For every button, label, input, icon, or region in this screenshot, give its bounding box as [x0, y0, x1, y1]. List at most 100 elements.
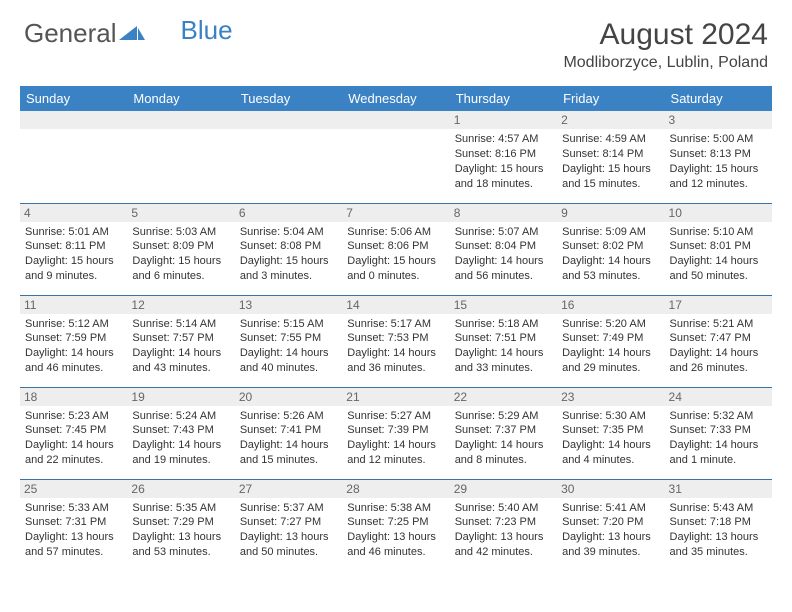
calendar-day-cell: 10 Sunrise: 5:10 AMSunset: 8:01 PMDayligh…	[665, 203, 772, 295]
day-info: Sunrise: 5:37 AMSunset: 7:27 PMDaylight:…	[240, 501, 337, 560]
title-block: August 2024 Modliborzyce, Lublin, Poland	[563, 18, 768, 72]
calendar-day-cell: 7Sunrise: 5:06 AMSunset: 8:06 PMDaylight…	[342, 203, 449, 295]
weekday-header: Thursday	[450, 86, 557, 111]
day-number: 6	[235, 204, 342, 222]
logo-text-2: Blue	[181, 15, 233, 46]
day-number: 3	[665, 111, 772, 129]
day-number: 28	[342, 480, 449, 498]
day-info: Sunrise: 5:35 AMSunset: 7:29 PMDaylight:…	[132, 501, 229, 560]
day-number-empty	[20, 111, 127, 129]
day-number: 24	[665, 388, 772, 406]
calendar-day-cell: 30 Sunrise: 5:41 AMSunset: 7:20 PMDayligh…	[557, 479, 664, 571]
weekday-header: Saturday	[665, 86, 772, 111]
day-info: Sunrise: 5:33 AMSunset: 7:31 PMDaylight:…	[25, 501, 122, 560]
day-info: Sunrise: 5:30 AMSunset: 7:35 PMDaylight:…	[562, 409, 659, 468]
calendar-day-cell: 27 Sunrise: 5:37 AMSunset: 7:27 PMDayligh…	[235, 479, 342, 571]
calendar-empty-cell	[342, 111, 449, 203]
day-info: Sunrise: 5:15 AMSunset: 7:55 PMDaylight:…	[240, 317, 337, 376]
day-info: Sunrise: 5:10 AMSunset: 8:01 PMDaylight:…	[670, 225, 767, 284]
day-number: 29	[450, 480, 557, 498]
day-number: 12	[127, 296, 234, 314]
day-info: Sunrise: 5:00 AMSunset: 8:13 PMDaylight:…	[670, 132, 767, 191]
day-number: 20	[235, 388, 342, 406]
calendar-day-cell: 23 Sunrise: 5:30 AMSunset: 7:35 PMDayligh…	[557, 387, 664, 479]
day-info: Sunrise: 5:26 AMSunset: 7:41 PMDaylight:…	[240, 409, 337, 468]
calendar-day-cell: 4Sunrise: 5:01 AMSunset: 8:11 PMDaylight…	[20, 203, 127, 295]
day-info: Sunrise: 5:12 AMSunset: 7:59 PMDaylight:…	[25, 317, 122, 376]
day-number: 16	[557, 296, 664, 314]
calendar-table: SundayMondayTuesdayWednesdayThursdayFrid…	[20, 86, 772, 571]
day-number: 30	[557, 480, 664, 498]
calendar-day-cell: 19 Sunrise: 5:24 AMSunset: 7:43 PMDayligh…	[127, 387, 234, 479]
day-number: 15	[450, 296, 557, 314]
calendar-empty-cell	[235, 111, 342, 203]
calendar-day-cell: 14Sunrise: 5:17 AMSunset: 7:53 PMDayligh…	[342, 295, 449, 387]
calendar-day-cell: 15 Sunrise: 5:18 AMSunset: 7:51 PMDayligh…	[450, 295, 557, 387]
day-info: Sunrise: 5:23 AMSunset: 7:45 PMDaylight:…	[25, 409, 122, 468]
weekday-header: Wednesday	[342, 86, 449, 111]
calendar-week-row: 18 Sunrise: 5:23 AMSunset: 7:45 PMDayligh…	[20, 387, 772, 479]
weekday-header: Sunday	[20, 86, 127, 111]
day-info: Sunrise: 5:20 AMSunset: 7:49 PMDaylight:…	[562, 317, 659, 376]
calendar-day-cell: 17Sunrise: 5:21 AMSunset: 7:47 PMDayligh…	[665, 295, 772, 387]
day-info: Sunrise: 4:59 AMSunset: 8:14 PMDaylight:…	[562, 132, 659, 191]
calendar-day-cell: 8 Sunrise: 5:07 AMSunset: 8:04 PMDaylight…	[450, 203, 557, 295]
day-info: Sunrise: 5:41 AMSunset: 7:20 PMDaylight:…	[562, 501, 659, 560]
day-number: 10	[665, 204, 772, 222]
calendar-day-cell: 12 Sunrise: 5:14 AMSunset: 7:57 PMDayligh…	[127, 295, 234, 387]
day-info: Sunrise: 5:18 AMSunset: 7:51 PMDaylight:…	[455, 317, 552, 376]
day-number: 23	[557, 388, 664, 406]
calendar-day-cell: 13 Sunrise: 5:15 AMSunset: 7:55 PMDayligh…	[235, 295, 342, 387]
calendar-day-cell: 6 Sunrise: 5:04 AMSunset: 8:08 PMDaylight…	[235, 203, 342, 295]
calendar-day-cell: 9 Sunrise: 5:09 AMSunset: 8:02 PMDaylight…	[557, 203, 664, 295]
day-number: 27	[235, 480, 342, 498]
calendar-day-cell: 29Sunrise: 5:40 AMSunset: 7:23 PMDayligh…	[450, 479, 557, 571]
day-info: Sunrise: 5:17 AMSunset: 7:53 PMDaylight:…	[347, 317, 444, 376]
day-number: 5	[127, 204, 234, 222]
day-info: Sunrise: 5:14 AMSunset: 7:57 PMDaylight:…	[132, 317, 229, 376]
calendar-week-row: 1Sunrise: 4:57 AMSunset: 8:16 PMDaylight…	[20, 111, 772, 203]
calendar-day-cell: 25 Sunrise: 5:33 AMSunset: 7:31 PMDayligh…	[20, 479, 127, 571]
calendar-day-cell: 31Sunrise: 5:43 AMSunset: 7:18 PMDayligh…	[665, 479, 772, 571]
day-number: 13	[235, 296, 342, 314]
day-number-empty	[342, 111, 449, 129]
logo: General Blue	[24, 18, 233, 49]
day-number: 2	[557, 111, 664, 129]
day-number: 21	[342, 388, 449, 406]
calendar-week-row: 11 Sunrise: 5:12 AMSunset: 7:59 PMDayligh…	[20, 295, 772, 387]
month-title: August 2024	[563, 18, 768, 52]
calendar-day-cell: 28 Sunrise: 5:38 AMSunset: 7:25 PMDayligh…	[342, 479, 449, 571]
calendar-day-cell: 20 Sunrise: 5:26 AMSunset: 7:41 PMDayligh…	[235, 387, 342, 479]
calendar-day-cell: 1Sunrise: 4:57 AMSunset: 8:16 PMDaylight…	[450, 111, 557, 203]
header: General Blue August 2024 Modliborzyce, L…	[0, 0, 792, 80]
day-info: Sunrise: 5:06 AMSunset: 8:06 PMDaylight:…	[347, 225, 444, 284]
day-number: 9	[557, 204, 664, 222]
day-number: 11	[20, 296, 127, 314]
calendar-day-cell: 3 Sunrise: 5:00 AMSunset: 8:13 PMDaylight…	[665, 111, 772, 203]
calendar-empty-cell	[127, 111, 234, 203]
day-number: 8	[450, 204, 557, 222]
day-number: 4	[20, 204, 127, 222]
day-info: Sunrise: 5:04 AMSunset: 8:08 PMDaylight:…	[240, 225, 337, 284]
day-number: 31	[665, 480, 772, 498]
weekday-header: Monday	[127, 86, 234, 111]
day-info: Sunrise: 5:24 AMSunset: 7:43 PMDaylight:…	[132, 409, 229, 468]
logo-text-1: General	[24, 18, 117, 49]
day-info: Sunrise: 5:38 AMSunset: 7:25 PMDaylight:…	[347, 501, 444, 560]
day-number: 17	[665, 296, 772, 314]
calendar-day-cell: 16 Sunrise: 5:20 AMSunset: 7:49 PMDayligh…	[557, 295, 664, 387]
calendar-body: 1Sunrise: 4:57 AMSunset: 8:16 PMDaylight…	[20, 111, 772, 571]
day-info: Sunrise: 5:07 AMSunset: 8:04 PMDaylight:…	[455, 225, 552, 284]
day-number-empty	[235, 111, 342, 129]
day-info: Sunrise: 5:09 AMSunset: 8:02 PMDaylight:…	[562, 225, 659, 284]
day-info: Sunrise: 5:03 AMSunset: 8:09 PMDaylight:…	[132, 225, 229, 284]
calendar-week-row: 4Sunrise: 5:01 AMSunset: 8:11 PMDaylight…	[20, 203, 772, 295]
day-info: Sunrise: 5:32 AMSunset: 7:33 PMDaylight:…	[670, 409, 767, 468]
day-number: 18	[20, 388, 127, 406]
day-info: Sunrise: 5:27 AMSunset: 7:39 PMDaylight:…	[347, 409, 444, 468]
day-number: 25	[20, 480, 127, 498]
day-number: 1	[450, 111, 557, 129]
weekday-header: Friday	[557, 86, 664, 111]
calendar-day-cell: 11 Sunrise: 5:12 AMSunset: 7:59 PMDayligh…	[20, 295, 127, 387]
day-number: 19	[127, 388, 234, 406]
